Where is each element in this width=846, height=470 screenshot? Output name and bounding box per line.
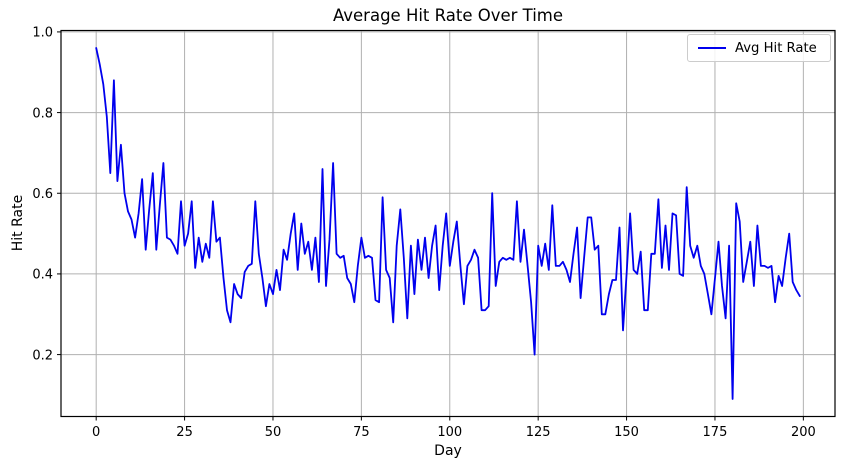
x-tick-label: 200 [791, 425, 816, 440]
y-tick-label: 0.6 [32, 187, 53, 202]
x-tick-label: 150 [614, 425, 639, 440]
x-tick-label: 125 [526, 425, 551, 440]
x-tick-label: 100 [437, 425, 462, 440]
avg-hit-rate-line [95, 47, 801, 400]
chart-title: Average Hit Rate Over Time [332, 6, 564, 25]
legend-line-swatch [698, 47, 726, 49]
axis-tick-labels: 0 25 50 75 100 125 150 175 200 0.2 0.4 0.6 0.8 1.0 [32, 26, 815, 440]
y-tick-label: 0.2 [32, 348, 53, 363]
x-tick-label: 75 [353, 425, 370, 440]
x-tick-label: 0 [92, 425, 100, 440]
y-tick-label: 0.4 [32, 268, 53, 283]
grid-lines [61, 30, 835, 417]
axes-spines [60, 29, 836, 418]
legend: Avg Hit Rate [687, 34, 831, 62]
y-tick-label: 0.8 [32, 106, 53, 121]
axis-ticks [57, 31, 804, 421]
x-tick-label: 50 [265, 425, 282, 440]
y-tick-label: 1.0 [32, 26, 53, 41]
legend-label: Avg Hit Rate [735, 40, 817, 56]
x-tick-label: 25 [176, 425, 193, 440]
y-axis-label: Hit Rate [10, 194, 26, 252]
x-axis-label: Day [434, 443, 462, 459]
x-tick-label: 175 [703, 425, 728, 440]
